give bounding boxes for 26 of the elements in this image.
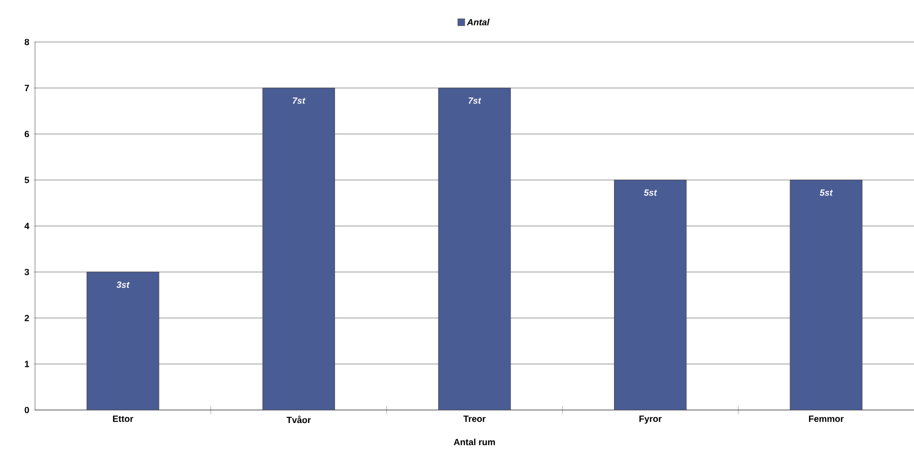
- data-label: 5st: [820, 190, 833, 196]
- x-tick-label: Treor: [463, 416, 486, 422]
- x-axis-title: Antal rum: [454, 438, 495, 446]
- y-tick-label: 6: [24, 130, 30, 138]
- bar: [438, 88, 511, 410]
- data-label: 5st: [644, 190, 658, 196]
- y-tick-label: 3: [24, 268, 30, 276]
- data-label: 3st: [116, 282, 130, 288]
- data-label: 7st: [292, 98, 306, 104]
- y-tick-label: 5: [24, 176, 30, 184]
- bar: [262, 88, 335, 410]
- y-tick-label: 4: [24, 222, 30, 230]
- y-tick-label: 2: [24, 314, 29, 322]
- y-tick-label: 1: [24, 360, 30, 368]
- legend-label: Antal: [466, 18, 490, 26]
- bar: [790, 180, 862, 410]
- y-tick-label: 7: [24, 84, 29, 92]
- x-tick-label: Femmor: [809, 416, 844, 422]
- y-tick-label: 8: [24, 38, 30, 46]
- y-tick-label: 0: [24, 406, 29, 414]
- bar: [614, 180, 686, 410]
- data-label: 7st: [468, 98, 482, 104]
- x-tick-label: Tvåor: [286, 416, 311, 424]
- bar: [86, 272, 159, 410]
- x-tick-label: Ettor: [113, 416, 134, 422]
- x-tick-label: Fyror: [639, 416, 662, 424]
